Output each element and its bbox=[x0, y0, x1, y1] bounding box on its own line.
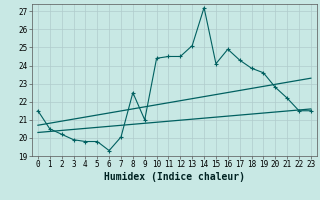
X-axis label: Humidex (Indice chaleur): Humidex (Indice chaleur) bbox=[104, 172, 245, 182]
